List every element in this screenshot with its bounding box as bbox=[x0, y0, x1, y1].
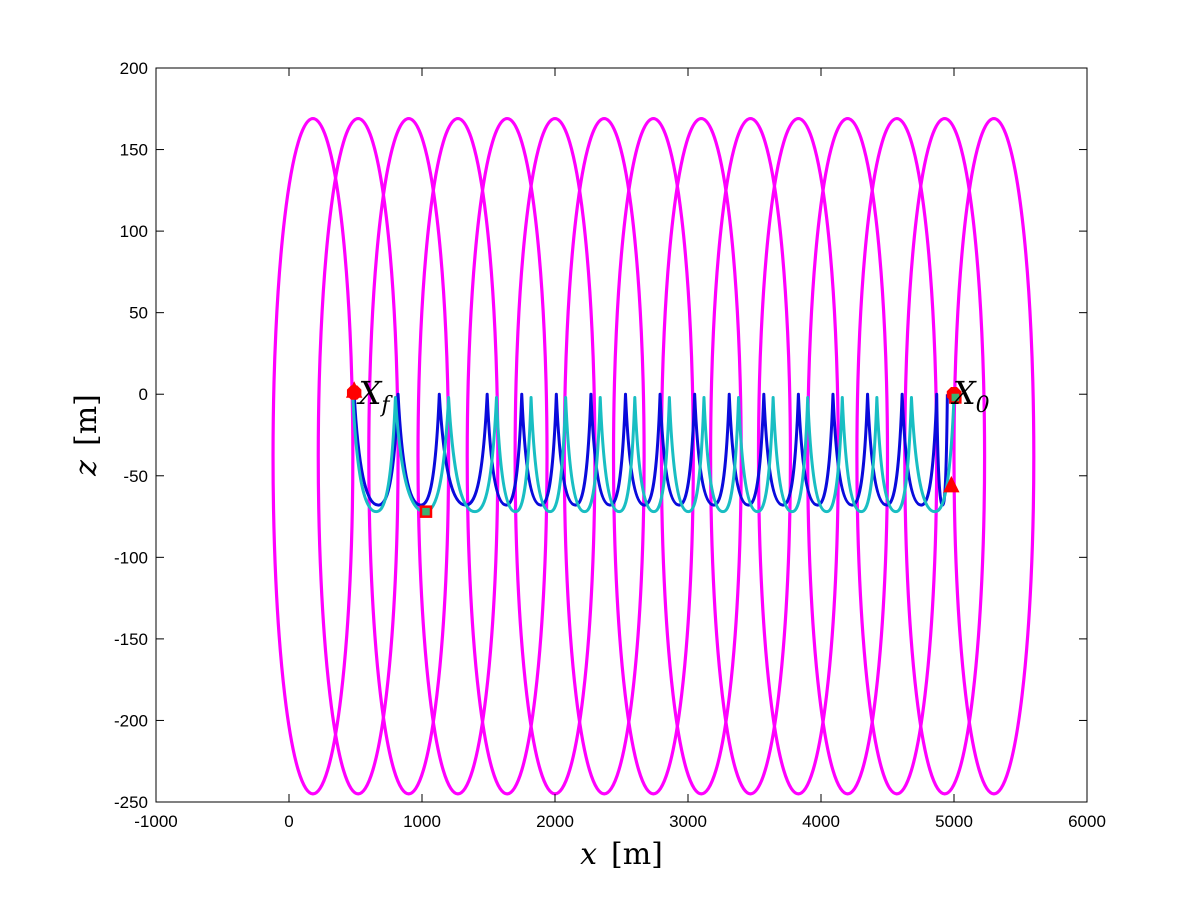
orbit-ellipse-7 bbox=[562, 116, 646, 796]
y-tick-label-2: 100 bbox=[120, 222, 148, 241]
x-tick-label-6: 5000 bbox=[935, 812, 973, 831]
y-tick-label-5: -50 bbox=[123, 467, 148, 486]
marker-square-5 bbox=[419, 505, 433, 518]
plot-frame bbox=[155, 67, 1088, 803]
marker-triangle-4 bbox=[345, 381, 363, 398]
trajectory-line-cyan bbox=[351, 395, 956, 514]
y-tick-label-8: -200 bbox=[114, 711, 148, 730]
trajectory-line-blue bbox=[352, 392, 949, 507]
annotation-x0: X0 bbox=[950, 374, 990, 418]
orbit-ellipse-14 bbox=[903, 116, 987, 796]
y-tick-label-0: 200 bbox=[120, 59, 148, 78]
orbit-ellipse-5 bbox=[465, 116, 549, 796]
annotation-main-2: X bbox=[950, 374, 977, 412]
y-tick-label-6: -100 bbox=[114, 548, 148, 567]
y-tick-label-7: -150 bbox=[114, 630, 148, 649]
marker-square-6 bbox=[949, 391, 962, 404]
orbit-ellipse-1 bbox=[271, 116, 355, 796]
x-tick-label-5: 4000 bbox=[802, 812, 840, 831]
x-tick-label-1: 0 bbox=[284, 812, 293, 831]
marker-triangle-3 bbox=[943, 475, 960, 493]
x-axis-label-var: x bbox=[580, 837, 597, 872]
annotation-sub-2: 0 bbox=[976, 393, 990, 418]
orbit-ellipse-8 bbox=[611, 116, 695, 796]
annotation-main-1: X bbox=[356, 374, 383, 412]
plot-area-background bbox=[156, 68, 1087, 802]
y-tick-label-9: -250 bbox=[114, 793, 148, 812]
x-tick-label-7: 6000 bbox=[1068, 812, 1106, 831]
orbit-ellipse-15 bbox=[952, 116, 1036, 796]
x-tick-label-2: 1000 bbox=[403, 812, 441, 831]
y-axis-label: z [m] bbox=[69, 394, 104, 477]
orbit-ellipse-3 bbox=[367, 116, 451, 796]
y-tick-label-3: 50 bbox=[129, 304, 148, 323]
orbit-ellipse-10 bbox=[709, 116, 793, 796]
y-tick-label-4: 0 bbox=[139, 385, 148, 404]
data-layer bbox=[271, 116, 1036, 796]
x-tick-label-3: 2000 bbox=[536, 812, 574, 831]
orbit-ellipse-12 bbox=[806, 116, 890, 796]
x-tick-label-4: 3000 bbox=[669, 812, 707, 831]
axes-layer: -1000 0 1000 2000 3000 4000 5000 60002001501005… bbox=[114, 59, 1106, 831]
y-tick-label-1: 150 bbox=[120, 141, 148, 160]
orbit-ellipse-2 bbox=[316, 116, 400, 796]
orbit-ellipse-4 bbox=[416, 116, 500, 796]
y-axis-label-var: z bbox=[69, 460, 104, 477]
y-axis-label-unit: [m] bbox=[69, 394, 104, 446]
x-tick-label-0: -1000 bbox=[134, 812, 177, 831]
x-axis-label: x [m] bbox=[580, 837, 663, 872]
x-axis-label-unit: [m] bbox=[611, 837, 663, 872]
